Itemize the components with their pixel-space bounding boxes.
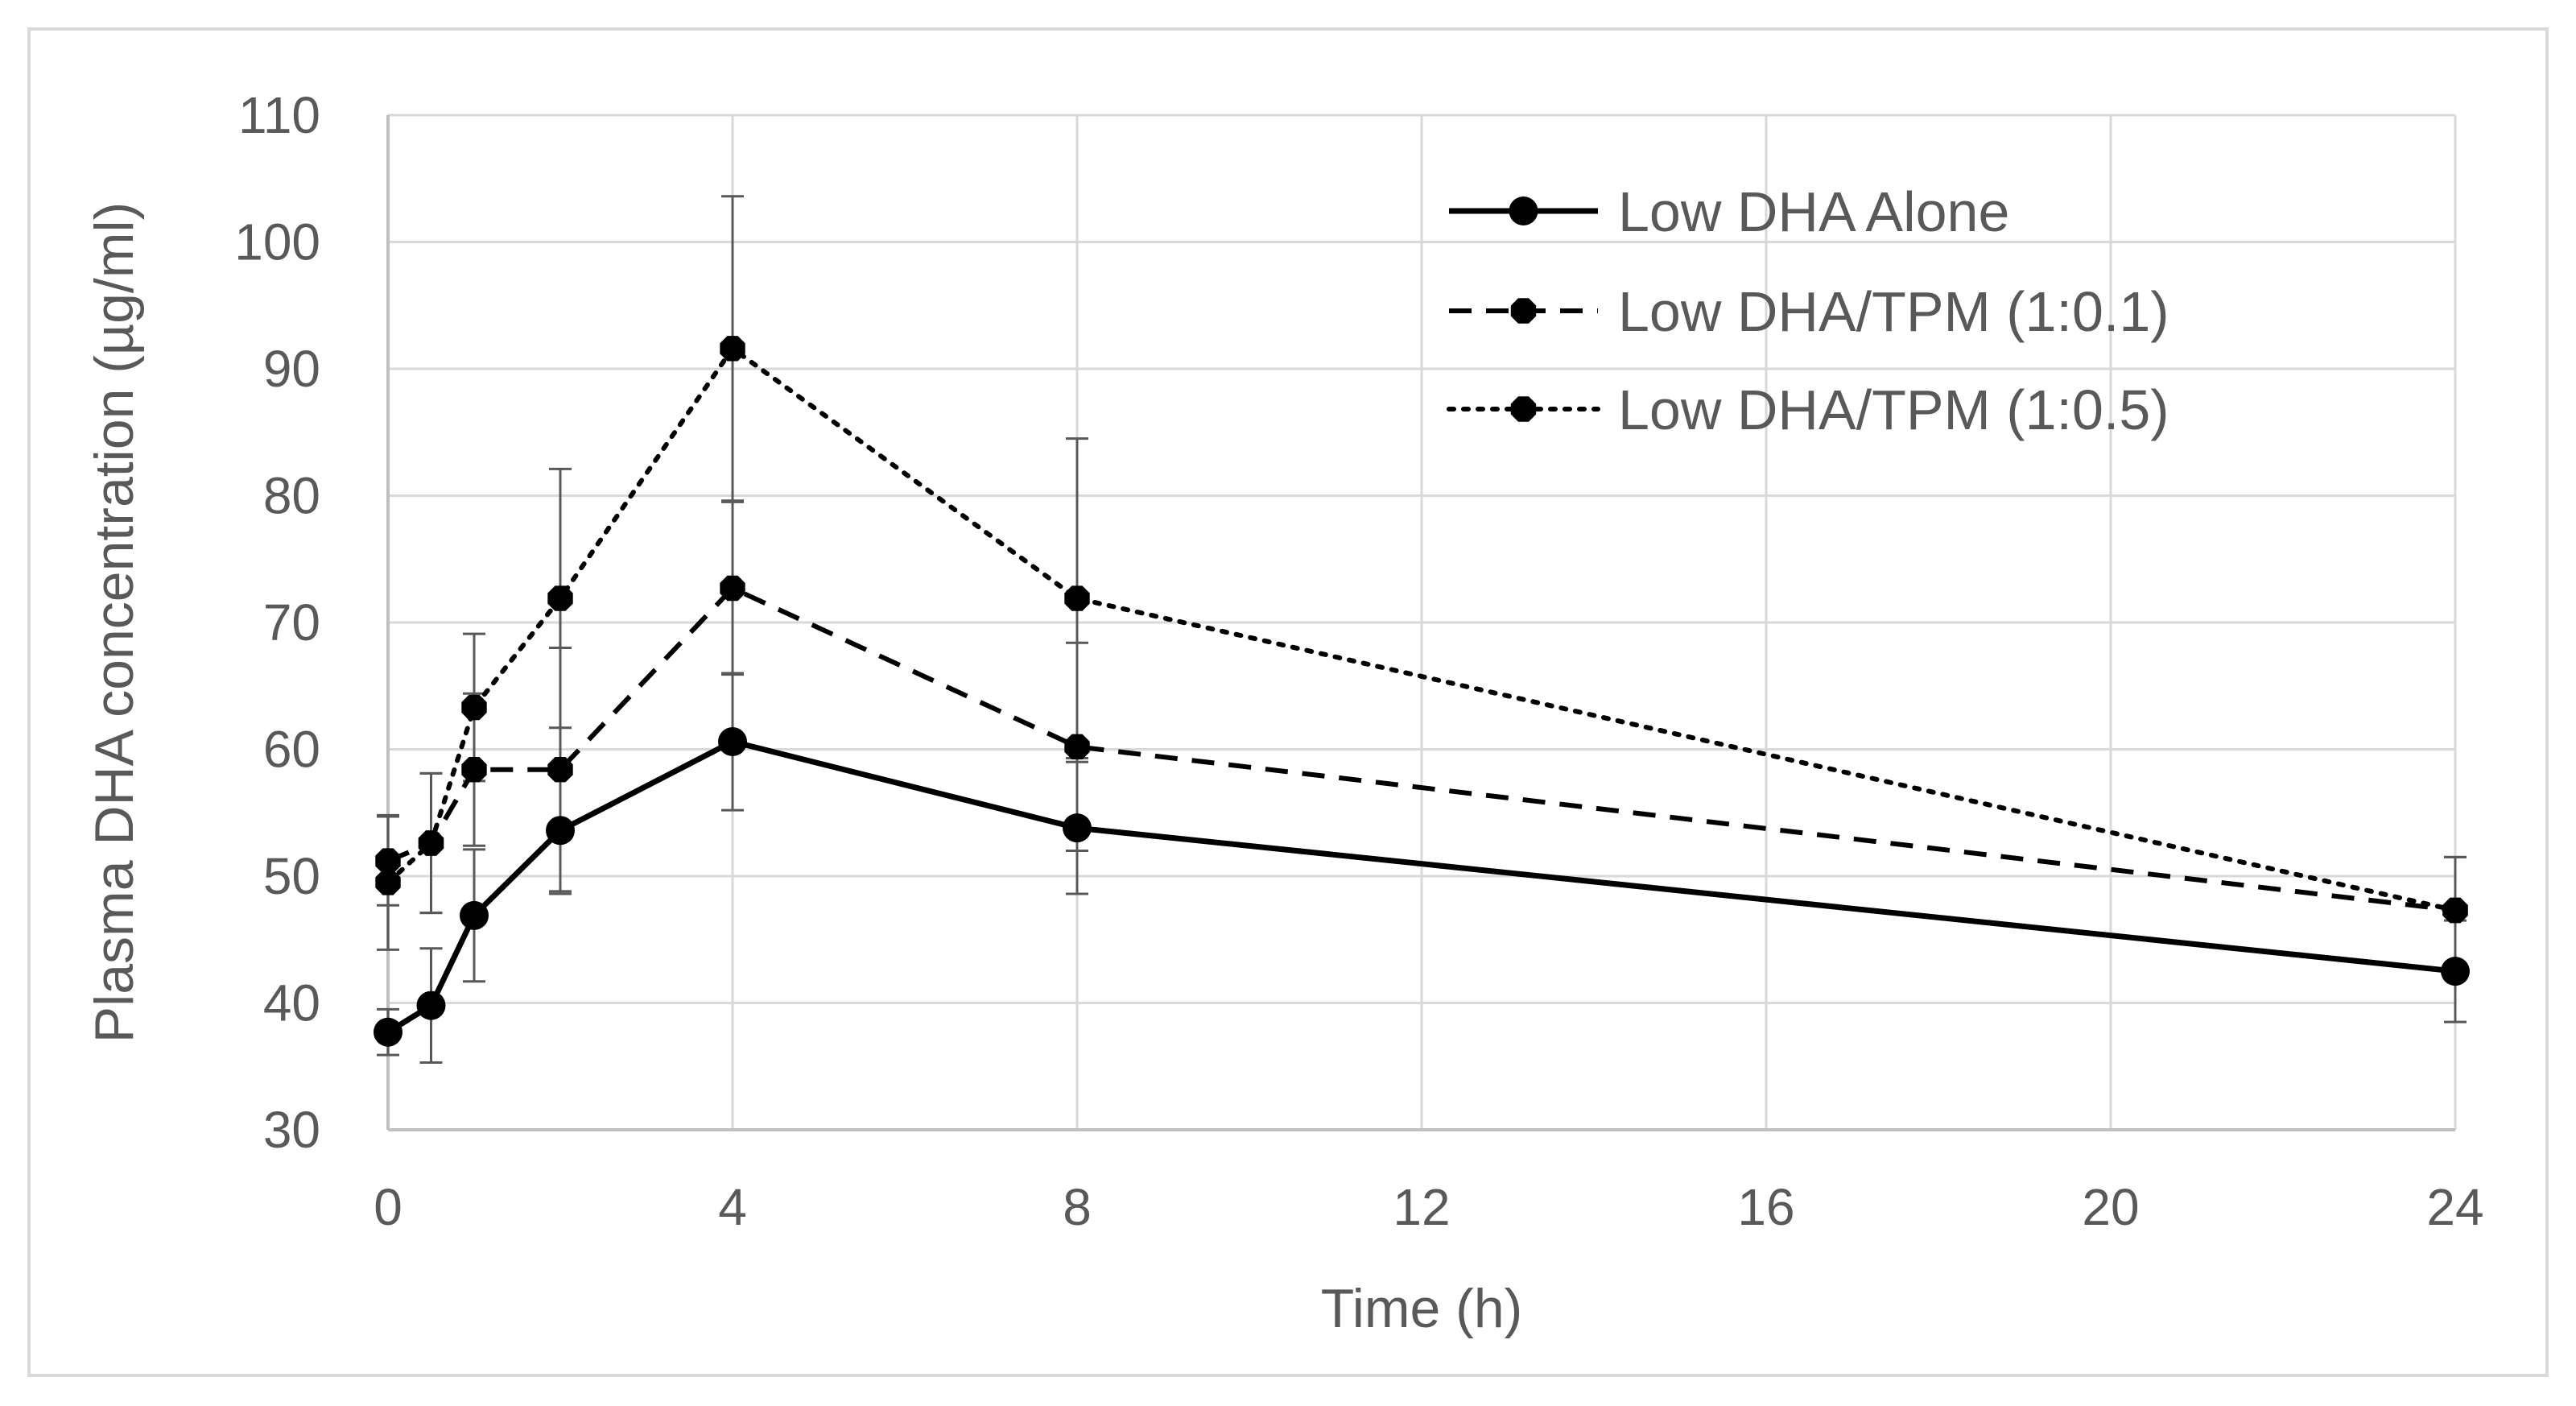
legend-marker (1510, 298, 1537, 324)
data-point (546, 816, 575, 846)
y-tick-label: 100 (234, 213, 320, 271)
data-point (375, 870, 401, 895)
data-point (461, 757, 487, 783)
legend-item[interactable]: Low DHA/TPM (1:0.1) (1449, 280, 2169, 343)
data-point (416, 990, 446, 1020)
legend-marker (1510, 396, 1537, 422)
y-tick-label: 30 (263, 1101, 320, 1159)
x-tick-label: 12 (1393, 1178, 1450, 1236)
data-point (375, 848, 401, 874)
legend-label: Low DHA/TPM (1:0.5) (1618, 378, 2169, 441)
y-axis-title: Plasma DHA concentration (µg/ml) (84, 202, 145, 1043)
legend-label: Low DHA/TPM (1:0.1) (1618, 280, 2169, 343)
data-point (1063, 813, 1092, 843)
x-tick-label: 0 (374, 1178, 402, 1236)
y-tick-label: 50 (263, 847, 320, 905)
tick-labels: 30 40 50 60 70 80 90 100 110 0 4 8 12 16 20 24 (234, 86, 2483, 1236)
x-tick-label: 8 (1063, 1178, 1092, 1236)
axes (386, 115, 2455, 1131)
data-point (547, 757, 573, 783)
data-point (2442, 897, 2468, 924)
y-tick-label: 70 (263, 593, 320, 651)
data-point (547, 585, 573, 611)
data-point (718, 727, 747, 757)
x-tick-label: 20 (2082, 1178, 2139, 1236)
x-tick-label: 4 (718, 1178, 747, 1236)
data-point (460, 900, 489, 930)
y-tick-label: 90 (263, 340, 320, 398)
chart-border (27, 27, 2549, 1377)
data-point (1064, 585, 1090, 611)
legend[interactable]: Low DHA Alone Low DHA/TPM (1:0.1) Low DHA/… (1447, 180, 2169, 441)
data-point (418, 830, 444, 856)
legend-label: Low DHA Alone (1618, 180, 2009, 243)
data-point (720, 575, 745, 602)
x-tick-label: 16 (1737, 1178, 1794, 1236)
data-point (720, 336, 745, 362)
legend-item[interactable]: Low DHA Alone (1449, 180, 2009, 243)
data-point (1064, 734, 1090, 760)
data-point (374, 1017, 402, 1047)
y-tick-label: 80 (263, 467, 320, 525)
x-axis-title: Time (h) (1321, 1278, 1523, 1339)
y-tick-label: 40 (263, 974, 320, 1032)
y-tick-label: 60 (263, 721, 320, 779)
data-markers (374, 336, 2470, 1047)
x-tick-label: 24 (2426, 1178, 2483, 1236)
data-point (2441, 957, 2470, 986)
y-tick-label: 110 (238, 86, 320, 144)
legend-marker (1509, 196, 1538, 225)
legend-item[interactable]: Low DHA/TPM (1:0.5) (1447, 378, 2169, 441)
data-point (461, 694, 487, 721)
